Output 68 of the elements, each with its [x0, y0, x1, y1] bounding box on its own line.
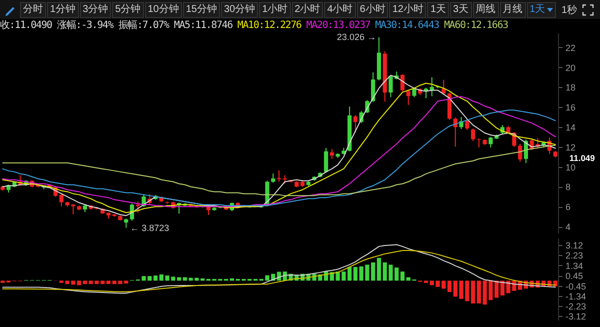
annotation: 23.026 →	[336, 32, 376, 42]
candlestick	[136, 200, 140, 214]
bar	[447, 280, 452, 292]
text: MA30:14.6443	[375, 20, 439, 31]
annotation: ← 3.8723	[130, 222, 170, 233]
text: 4小时	[324, 2, 356, 18]
chart-subtitle: 收:11.0490 涨幅:-3.94% 振幅:7.07%	[0, 20, 169, 31]
y-tick-label: 0.45	[566, 271, 584, 282]
y-tick-label: 10	[566, 162, 576, 172]
bar	[353, 266, 358, 281]
bar	[348, 266, 352, 281]
candlestick	[324, 147, 328, 174]
bar	[176, 277, 182, 281]
text: 1天	[526, 2, 556, 18]
bar	[376, 258, 382, 281]
bar	[153, 276, 158, 281]
candlestick	[276, 170, 282, 182]
text: 月线	[500, 2, 526, 18]
candlestick	[353, 114, 358, 134]
candlestick	[271, 173, 276, 184]
y-tick-label: -1.34	[566, 291, 586, 302]
text: 5分钟	[112, 2, 144, 18]
bar	[470, 280, 476, 304]
text: 1分钟	[47, 2, 79, 18]
y-tick-label: 22	[566, 42, 576, 53]
bar	[106, 280, 111, 284]
y-tick-label: 14	[566, 122, 576, 133]
y-tick-label: 4	[566, 222, 571, 232]
text: MA5:11.8746	[174, 20, 232, 31]
candlestick	[476, 138, 481, 148]
y-tick-label: 20	[566, 62, 576, 73]
y-tick-label: -2.23	[566, 302, 586, 312]
bar	[494, 280, 499, 298]
text: 2小时	[292, 2, 324, 18]
bar	[500, 280, 504, 296]
text: 3天	[450, 2, 472, 18]
text: 1小时	[259, 2, 291, 18]
text: 6小时	[356, 2, 388, 18]
text: 12小时	[389, 2, 426, 18]
y-tick-label: -0.45	[566, 281, 586, 292]
y-tick-label: 18	[566, 82, 576, 93]
y-tick-label: 2.23	[566, 250, 584, 261]
candlestick	[406, 90, 410, 106]
y-tick-label: 16	[566, 102, 576, 113]
text: 周线	[472, 2, 499, 18]
text: 1天	[427, 2, 449, 18]
y-tick-label: -3.12	[566, 312, 586, 322]
text: 10分钟	[144, 2, 182, 18]
candlestick	[488, 136, 493, 148]
y-tick-label: 3.12	[566, 240, 584, 251]
y-tick-label: 8	[566, 182, 571, 192]
text: 分时	[20, 2, 46, 18]
text: 30分钟	[220, 2, 258, 18]
text: MA20:13.0237	[306, 20, 370, 31]
y-tick-label: 1.34	[566, 260, 584, 271]
text: MA60:12.1663	[444, 20, 508, 31]
candlestick	[518, 143, 522, 162]
y-tick-label: 12	[566, 142, 576, 152]
text: 1秒	[561, 4, 577, 16]
candlestick	[59, 194, 64, 207]
y-tick-label: 6	[566, 202, 571, 212]
text: 15分钟	[182, 2, 220, 18]
text: 3分钟	[80, 2, 112, 18]
text: 11.049	[569, 152, 596, 163]
candlestick	[470, 128, 476, 142]
text: MA10:12.2276	[237, 20, 302, 31]
bar	[82, 280, 88, 284]
bar	[400, 272, 405, 281]
